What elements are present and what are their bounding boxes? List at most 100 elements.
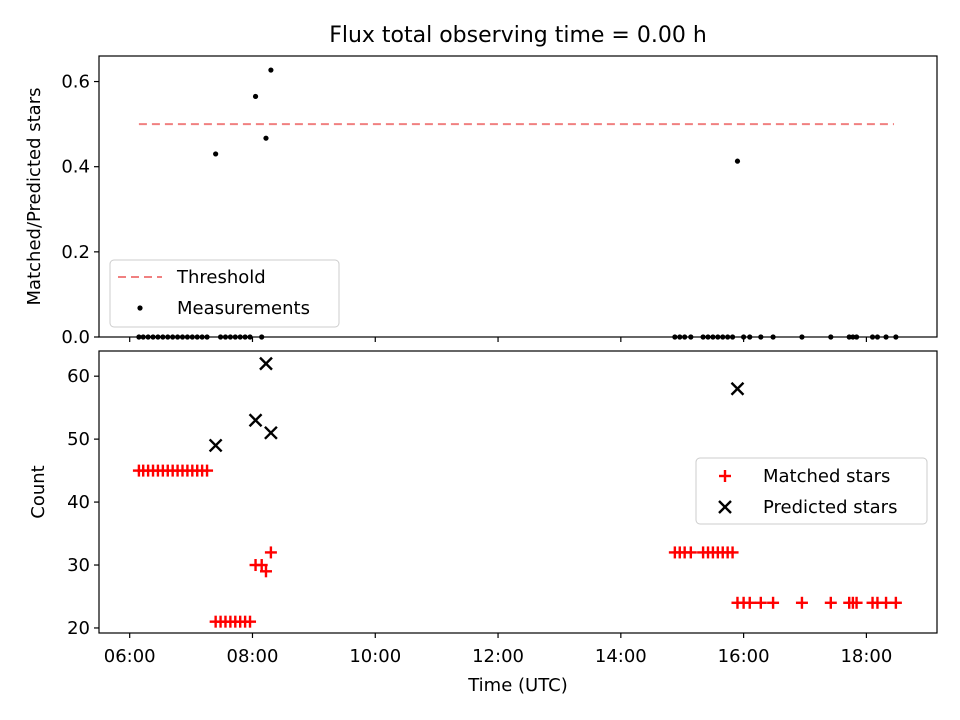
measurement-point	[213, 151, 219, 157]
measurement-point	[150, 334, 156, 340]
top-plot-area: 0.0 0.2 0.4 0.6 Matched/Predicted stars Thr…	[24, 55, 938, 348]
bottom-y-tick-label: 50	[67, 429, 90, 450]
measurement-point	[869, 334, 876, 340]
top-y-tick-label: 0.4	[61, 157, 90, 178]
measurement-point	[237, 334, 243, 340]
measurement-point	[160, 334, 166, 340]
bottom-x-axis: 06:00 08:00 10:00 12:00 14:00 16:00 18:00	[104, 633, 892, 667]
matched-star-point	[889, 596, 902, 609]
measurement-point	[710, 334, 716, 340]
predicted-stars-legend-label: Predicted stars	[763, 497, 897, 518]
bottom-x-tick-label: 18:00	[840, 646, 892, 667]
measurement-point	[232, 334, 238, 340]
measurement-point	[799, 334, 805, 340]
matched-star-point	[264, 546, 277, 559]
measurement-point	[700, 334, 706, 340]
measurement-point	[217, 334, 224, 340]
bottom-y-axis-label: Count	[28, 465, 49, 518]
bottom-legend: Matched stars Predicted stars	[695, 457, 928, 525]
measurement-point	[222, 334, 229, 340]
matched-star-point	[795, 596, 808, 609]
measurement-point	[715, 334, 721, 340]
matched-star-point	[824, 596, 837, 609]
top-y-tick-label: 0.0	[61, 327, 90, 348]
bottom-y-tick-label: 60	[67, 366, 90, 387]
measurements-legend-label: Measurements	[177, 298, 310, 319]
measurement-point	[179, 334, 186, 340]
bottom-x-tick-label: 14:00	[595, 646, 647, 667]
predicted-star-point	[208, 438, 223, 453]
matched-stars-legend-swatch	[719, 470, 731, 482]
matched-star-point	[259, 565, 272, 578]
measurement-point	[850, 334, 856, 340]
predicted-star-point	[248, 413, 263, 428]
measurement-point	[136, 334, 142, 340]
bottom-plot-area: 20 30 40 50 60 06:00 08:00 10:00 12:00 14:00 16:0…	[28, 350, 938, 696]
matched-star-point	[244, 615, 257, 628]
measurement-point	[725, 334, 731, 340]
measurement-point	[170, 334, 176, 340]
measurement-point	[720, 334, 726, 340]
measurement-point	[165, 334, 171, 340]
matched-stars-legend-label: Matched stars	[763, 466, 890, 487]
bottom-x-tick-label: 16:00	[718, 646, 770, 667]
predicted-stars-legend-swatch	[718, 500, 732, 514]
top-chart-title: Flux total observing time = 0.00 h	[329, 23, 707, 48]
measurement-point	[227, 334, 233, 340]
top-y-tick-label: 0.6	[61, 72, 90, 93]
measurement-point	[682, 334, 688, 340]
top-plot-frame	[98, 55, 938, 338]
measurement-point	[729, 334, 736, 340]
measurement-point	[189, 334, 195, 340]
bottom-x-tick-label: 12:00	[472, 646, 524, 667]
measurement-point	[741, 334, 747, 340]
measurement-point	[268, 67, 274, 73]
bottom-x-tick-label: 10:00	[349, 646, 401, 667]
top-y-tick-label: 0.2	[61, 242, 90, 263]
top-y-axis-label: Matched/Predicted stars	[24, 88, 45, 306]
measurement-point	[828, 334, 834, 340]
measurement-point	[883, 334, 889, 340]
measurements-points	[136, 67, 899, 340]
top-legend-box	[109, 259, 340, 328]
predicted-star-point	[730, 381, 745, 396]
measurement-point	[155, 334, 161, 340]
measurement-point	[677, 334, 683, 340]
measurement-point	[874, 334, 881, 340]
top-legend: Threshold Measurements	[109, 259, 340, 328]
matched-stars-points	[132, 464, 902, 628]
bottom-x-tick-label: 06:00	[104, 646, 156, 667]
measurement-point	[145, 334, 151, 340]
bottom-legend-box	[695, 457, 928, 525]
measurement-point	[705, 334, 711, 340]
measurement-point	[204, 334, 210, 340]
measurement-point	[688, 334, 694, 340]
bottom-plot-frame	[98, 350, 938, 634]
matched-star-point	[201, 464, 214, 477]
predicted-star-point	[264, 425, 278, 440]
bottom-y-tick-label: 40	[67, 492, 90, 513]
bottom-y-tick-label: 30	[67, 555, 90, 576]
measurement-point	[846, 334, 852, 340]
measurement-point	[174, 334, 181, 340]
matched-star-point	[850, 596, 863, 609]
measurement-point	[247, 334, 253, 340]
measurement-point	[199, 334, 205, 340]
measurement-point	[263, 135, 269, 141]
predicted-star-point	[259, 356, 273, 371]
top-y-axis: 0.0 0.2 0.4 0.6	[61, 72, 99, 348]
measurement-point	[140, 334, 146, 340]
measurement-point	[770, 334, 776, 340]
bottom-x-axis-label: Time (UTC)	[467, 675, 568, 696]
predicted-stars-points	[208, 356, 745, 453]
measurement-point	[758, 334, 764, 340]
matched-star-point	[754, 596, 767, 609]
measurement-point	[893, 334, 899, 340]
matched-star-point	[684, 546, 697, 559]
threshold-legend-label: Threshold	[176, 267, 266, 288]
measurements-legend-swatch	[137, 305, 143, 311]
measurement-point	[194, 334, 200, 340]
bottom-x-tick-label: 08:00	[227, 646, 279, 667]
